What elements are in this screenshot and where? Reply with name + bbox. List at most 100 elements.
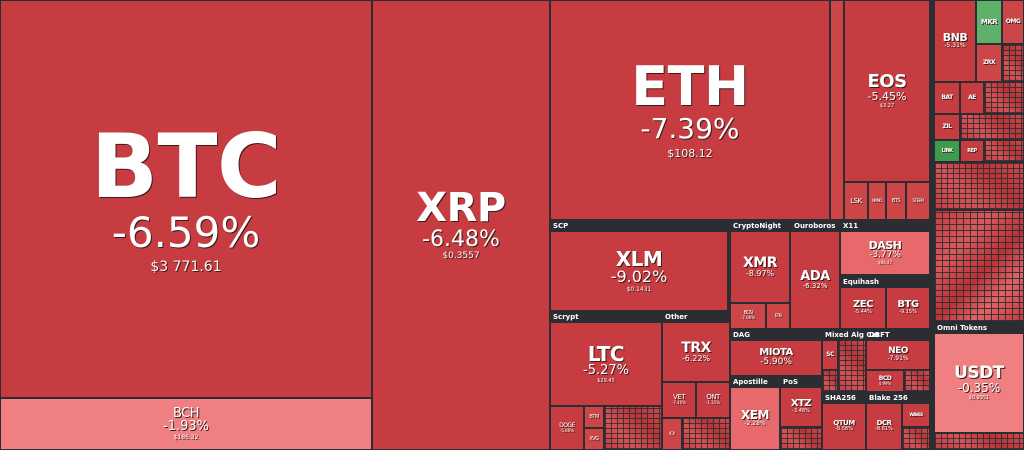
tile-small-column[interactable] xyxy=(830,0,844,220)
tile-rep[interactable]: REP xyxy=(960,140,984,162)
tile-icx[interactable]: ICX xyxy=(662,418,682,450)
tile-qtum[interactable]: QTUM -8.58% xyxy=(822,403,866,450)
tile-change: -7.39% xyxy=(640,111,740,145)
small-coins-mosaic[interactable] xyxy=(984,82,1024,114)
tile-neo[interactable]: NEO -7.91% xyxy=(866,340,930,370)
tile-change: -5.45% xyxy=(867,90,907,104)
tile-miota[interactable]: MIOTA -5.90% xyxy=(730,340,822,376)
tile-ada[interactable]: ADA -6.32% xyxy=(790,231,840,329)
tile-btg[interactable]: BTG -9.15% xyxy=(886,287,930,329)
tile-symbol: BTM xyxy=(589,413,599,420)
tile-change: -6.59% xyxy=(111,207,261,257)
tile-price: $108.12 xyxy=(667,147,713,161)
small-coins-mosaic[interactable] xyxy=(838,340,866,392)
small-coins-mosaic[interactable] xyxy=(960,114,1024,140)
small-coins-mosaic[interactable] xyxy=(934,162,1024,210)
tile-link[interactable]: LINK xyxy=(934,140,960,162)
tile-symbol: XEM xyxy=(741,408,769,423)
tile-omg[interactable]: OMG xyxy=(1002,0,1024,44)
tile-change: 4.99% xyxy=(878,380,892,386)
tile-symbol: LTC xyxy=(587,342,625,367)
small-coins-mosaic[interactable] xyxy=(904,370,930,392)
tile-price: $3 771.61 xyxy=(150,258,222,275)
small-coins-mosaic[interactable] xyxy=(934,433,1024,450)
tile-symbol: BCD xyxy=(878,374,892,382)
tile-price: $29.45 xyxy=(597,377,615,384)
tile-ae[interactable]: AE xyxy=(960,82,984,114)
tile-symbol: NANO xyxy=(872,198,882,203)
tile-nano[interactable]: NANO xyxy=(868,182,886,220)
tile-btm[interactable]: BTM xyxy=(584,406,604,428)
tile-eos[interactable]: EOS -5.45% $3.27 xyxy=(844,0,930,182)
tile-lsk[interactable]: LSK xyxy=(844,182,868,220)
tile-waves[interactable]: WAVES xyxy=(902,403,930,427)
small-coins-mosaic[interactable] xyxy=(934,210,1024,322)
small-coins-mosaic[interactable] xyxy=(780,427,822,450)
group-label-blake256: Blake 256 xyxy=(869,394,908,402)
small-coins-mosaic[interactable] xyxy=(902,427,930,450)
group-label-pos: PoS xyxy=(783,378,798,386)
tile-usdt[interactable]: USDT -0.35% $0.9951 xyxy=(934,333,1024,433)
tile-xlm[interactable]: XLM -9.02% $0.1431 xyxy=(550,231,728,311)
tile-xmr[interactable]: XMR -8.97% xyxy=(730,231,790,303)
group-label-x11: X11 xyxy=(843,222,859,230)
tile-change: -8.58% xyxy=(835,426,853,433)
tile-ltc[interactable]: LTC -5.27% $29.45 xyxy=(550,322,662,406)
tile-steem[interactable]: STEEM xyxy=(906,182,930,220)
tile-bnb[interactable]: BNB -5.31% xyxy=(934,0,976,82)
tile-price: $3.27 xyxy=(879,102,895,109)
tile-etn[interactable]: ETN xyxy=(766,303,790,329)
tile-eth[interactable]: ETH -7.39% $108.12 xyxy=(550,0,830,220)
tile-zec[interactable]: ZEC -5.44% xyxy=(840,287,886,329)
tile-symbol: XLM xyxy=(615,247,663,271)
tile-symbol: XRP xyxy=(416,185,506,232)
tile-xtz[interactable]: XTZ -3.48% xyxy=(780,387,822,427)
tile-symbol: ADA xyxy=(800,268,830,284)
tile-symbol: SC xyxy=(826,351,834,358)
tile-mkr[interactable]: MKR xyxy=(976,0,1002,44)
tile-xrp[interactable]: XRP -6.48% $0.3557 xyxy=(372,0,550,450)
tile-trx[interactable]: TRX -6.22% xyxy=(662,322,730,382)
tile-dash[interactable]: DASH -3.77% $88.47 xyxy=(840,231,930,275)
tile-bat[interactable]: BAT xyxy=(934,82,960,114)
tile-bch[interactable]: BCH -1.93% $186.32 xyxy=(0,398,372,450)
tile-symbol: BTS xyxy=(891,197,901,204)
tile-symbol: OMG xyxy=(1005,18,1021,25)
tile-symbol: ONT xyxy=(706,393,720,402)
tile-symbol: XMR xyxy=(742,254,778,271)
tile-symbol: ZIL xyxy=(942,123,952,130)
tile-change: -5.44% xyxy=(854,309,872,316)
group-label-ouroboros: Ouroboros xyxy=(794,222,836,230)
tile-change: -0.35% xyxy=(957,381,1001,396)
tile-symbol: EOS xyxy=(867,71,907,93)
small-coins-mosaic[interactable] xyxy=(604,406,662,450)
tile-bcd[interactable]: BCD 4.99% xyxy=(866,370,904,392)
tile-symbol: XVG xyxy=(589,435,599,442)
small-coins-mosaic[interactable] xyxy=(822,370,838,392)
tile-price: $0.3557 xyxy=(442,251,480,262)
tile-xem[interactable]: XEM -2.28% xyxy=(730,387,780,450)
tile-change: -8.61% xyxy=(875,426,893,433)
tile-symbol: BCN xyxy=(743,310,753,317)
tile-zil[interactable]: ZIL xyxy=(934,114,960,140)
tile-bcn[interactable]: BCN -7.06% xyxy=(730,303,766,329)
tile-dcr[interactable]: DCR -8.61% xyxy=(866,403,902,450)
tile-change: -2.28% xyxy=(744,420,766,428)
small-coins-mosaic[interactable] xyxy=(984,140,1024,162)
tile-btc[interactable]: BTC -6.59% $3 771.61 xyxy=(0,0,372,398)
tile-vet[interactable]: VET -7.40% xyxy=(662,382,696,418)
group-label-dbft: DBFT xyxy=(869,331,890,339)
tile-bts[interactable]: BTS xyxy=(886,182,906,220)
tile-xvg[interactable]: XVG xyxy=(584,428,604,450)
tile-change: -1.31% xyxy=(705,400,721,406)
tile-price: $186.32 xyxy=(173,433,199,441)
small-coins-mosaic[interactable] xyxy=(682,418,730,450)
small-coins-mosaic[interactable] xyxy=(1002,44,1024,82)
tile-sc[interactable]: SC xyxy=(822,340,838,370)
tile-ont[interactable]: ONT -1.31% xyxy=(696,382,730,418)
tile-symbol: QTUM xyxy=(833,419,855,428)
tile-doge[interactable]: DOGE -5.86% xyxy=(550,406,584,450)
tile-zrx[interactable]: ZRX xyxy=(976,44,1002,82)
group-label-dag: DAG xyxy=(733,331,750,339)
tile-symbol: BTG xyxy=(897,299,919,311)
